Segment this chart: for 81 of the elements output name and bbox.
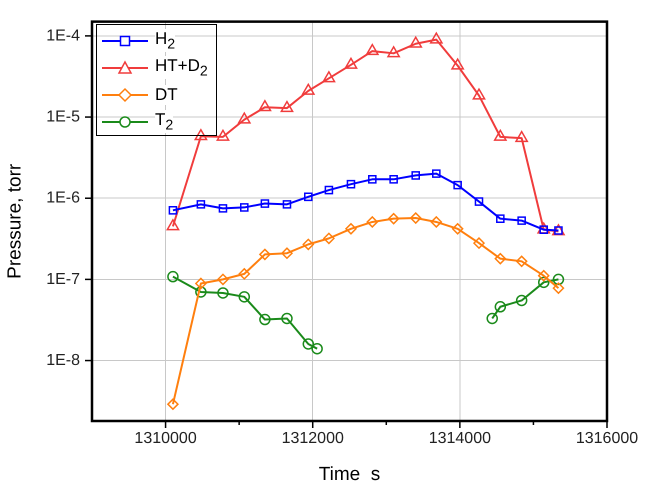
- point: [473, 237, 485, 249]
- point: [366, 216, 378, 228]
- x-tick-label: 1312000: [282, 430, 344, 448]
- point: [195, 286, 207, 298]
- point: [552, 282, 564, 294]
- point: [344, 58, 358, 69]
- point: [496, 214, 505, 223]
- point: [472, 88, 486, 100]
- legend-label: HT+D$_{2}$: [155, 56, 208, 80]
- point: [494, 301, 506, 313]
- point: [516, 294, 528, 306]
- point: [238, 268, 250, 280]
- point: [411, 171, 420, 180]
- point: [323, 232, 335, 244]
- y-tick-label: 1E-8: [46, 352, 80, 369]
- point: [281, 312, 293, 324]
- point: [432, 169, 441, 178]
- x-tick-label: 1314000: [428, 430, 492, 448]
- point: [552, 274, 564, 286]
- point: [280, 100, 294, 112]
- point: [240, 203, 249, 212]
- point: [259, 314, 271, 326]
- point: [453, 180, 462, 190]
- point: [538, 270, 550, 282]
- point: [387, 46, 400, 58]
- point: [311, 342, 323, 354]
- point: [259, 248, 271, 260]
- y-tick-label: 1E-7: [46, 270, 80, 288]
- point: [302, 84, 315, 95]
- point: [238, 291, 250, 303]
- point: [368, 175, 377, 184]
- point: [494, 130, 507, 141]
- point: [194, 129, 208, 140]
- point: [388, 212, 400, 224]
- y-tick-label: 1E-4: [46, 27, 80, 44]
- point: [302, 238, 314, 250]
- point: [486, 312, 498, 324]
- point: [260, 199, 270, 208]
- point: [281, 247, 293, 259]
- point: [168, 206, 178, 215]
- point: [410, 212, 422, 224]
- point: [346, 180, 356, 188]
- point: [345, 223, 357, 235]
- point: [409, 36, 422, 48]
- point: [366, 44, 379, 56]
- point: [515, 130, 528, 142]
- x-tick-label: 1316000: [576, 430, 638, 448]
- point: [517, 216, 526, 225]
- x-tick-label: 1310000: [134, 430, 197, 448]
- point: [304, 192, 313, 202]
- y-tick-label: 1E-5: [46, 108, 80, 126]
- point: [302, 338, 314, 350]
- point: [216, 130, 230, 141]
- y-axis-title: Pressure, torr: [4, 163, 26, 279]
- legend-label: DT: [155, 84, 178, 104]
- point: [452, 223, 464, 235]
- point: [430, 216, 442, 228]
- x-axis-title: Time s: [318, 464, 380, 485]
- point: [218, 204, 228, 213]
- legend-label: T$_{2}$: [155, 110, 174, 134]
- legend-label: H$_{2}$: [155, 28, 176, 52]
- point: [474, 197, 484, 206]
- point: [282, 200, 292, 209]
- point: [322, 71, 336, 82]
- point: [258, 100, 272, 112]
- y-tick-label: 1E-6: [46, 190, 80, 207]
- point: [430, 32, 443, 44]
- point: [196, 200, 206, 209]
- point: [389, 175, 398, 184]
- point: [324, 186, 334, 194]
- point: [195, 278, 207, 290]
- point: [516, 256, 528, 268]
- point: [167, 398, 179, 410]
- point: [217, 274, 229, 286]
- point: [451, 58, 464, 70]
- point: [494, 252, 506, 264]
- point: [238, 112, 251, 124]
- point: [166, 219, 180, 230]
- point: [217, 287, 229, 299]
- point: [167, 270, 179, 282]
- point: [538, 276, 550, 288]
